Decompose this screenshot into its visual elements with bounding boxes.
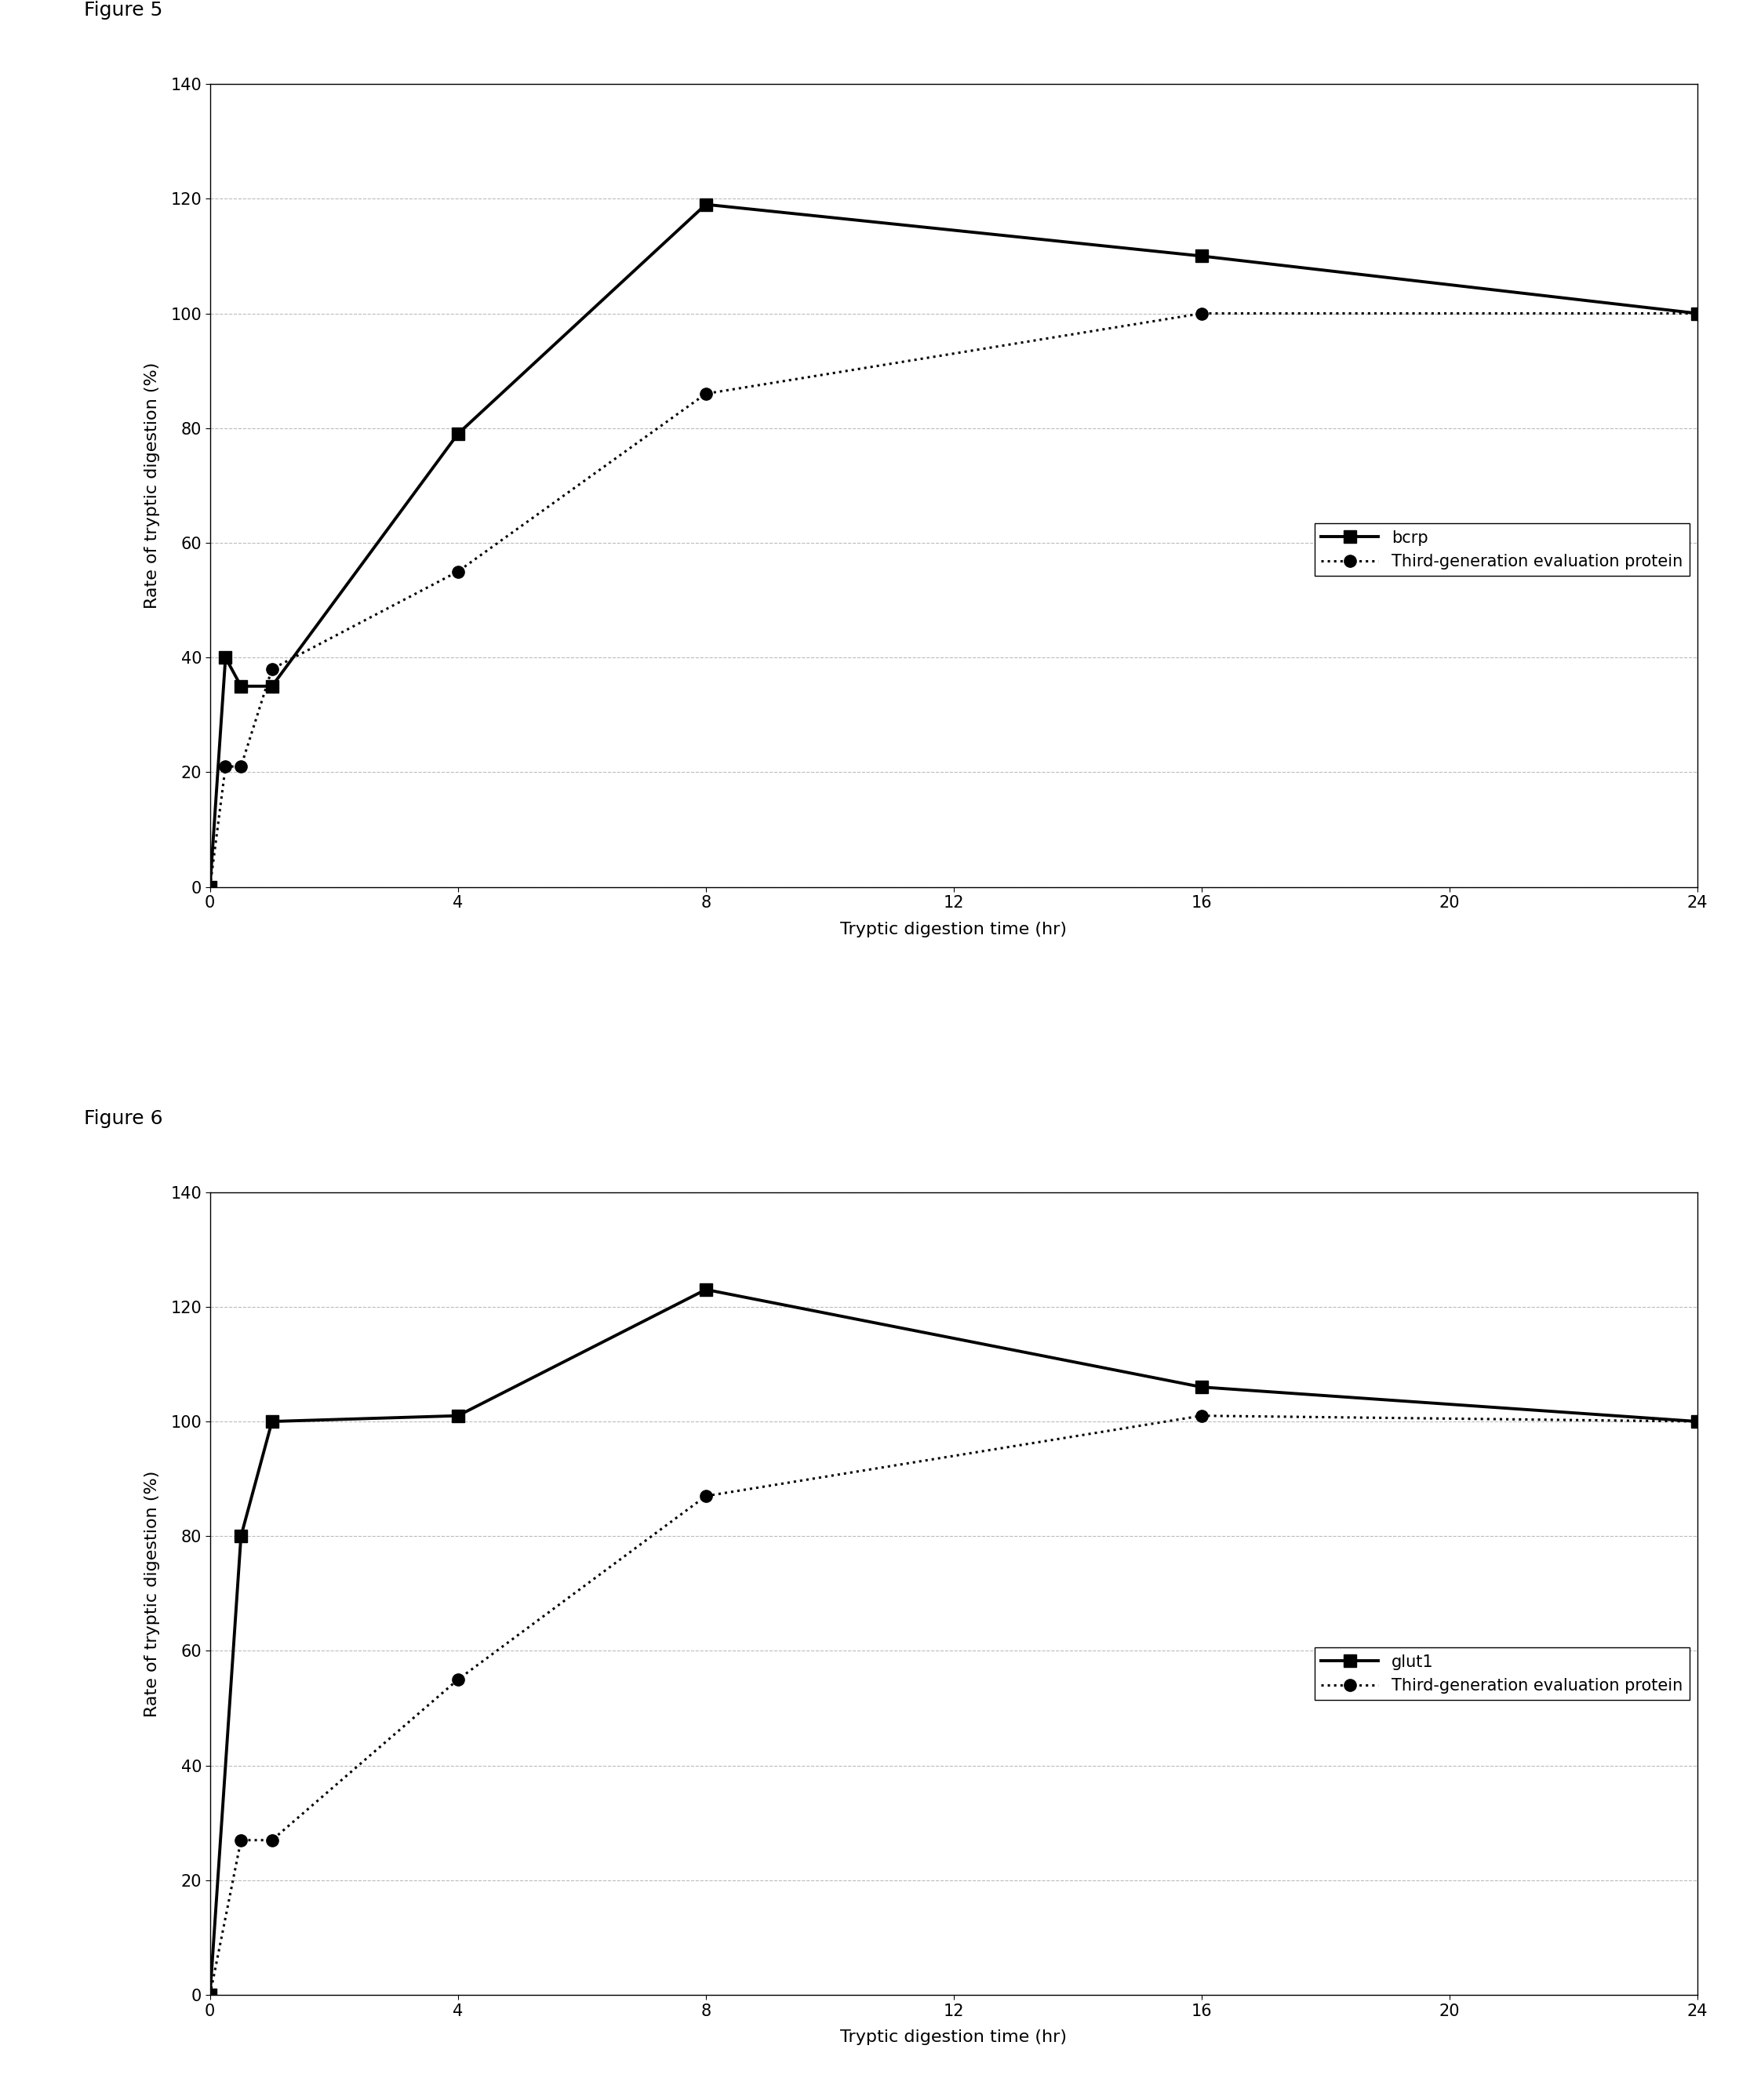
glut1 (448, 1403, 469, 1428)
Third-generation evaluation protein (231, 754, 252, 779)
glut1 (200, 1982, 220, 2008)
glut1 (231, 1525, 252, 1550)
bcrp (1192, 244, 1213, 269)
Third-generation evaluation protein (695, 1483, 716, 1508)
bcrp (1687, 300, 1708, 326)
glut1 (695, 1277, 716, 1302)
Y-axis label: Rate of tryptic digestion (%): Rate of tryptic digestion (%) (144, 1470, 159, 1718)
Third-generation evaluation protein (1687, 1409, 1708, 1434)
bcrp (448, 422, 469, 447)
bcrp (261, 674, 282, 699)
Line: Third-generation evaluation protein: Third-generation evaluation protein (205, 1409, 1703, 2001)
Third-generation evaluation protein (231, 1827, 252, 1852)
glut1 (1687, 1409, 1708, 1434)
glut1 (1192, 1376, 1213, 1401)
X-axis label: Tryptic digestion time (hr): Tryptic digestion time (hr) (840, 922, 1067, 937)
Text: Figure 6: Figure 6 (84, 1109, 163, 1128)
Line: Third-generation evaluation protein: Third-generation evaluation protein (205, 307, 1703, 892)
Legend: bcrp, Third-generation evaluation protein: bcrp, Third-generation evaluation protei… (1314, 523, 1689, 575)
X-axis label: Tryptic digestion time (hr): Tryptic digestion time (hr) (840, 2031, 1067, 2045)
Legend: glut1, Third-generation evaluation protein: glut1, Third-generation evaluation prote… (1314, 1648, 1689, 1701)
Text: Figure 5: Figure 5 (84, 0, 163, 19)
Third-generation evaluation protein (448, 1667, 469, 1693)
Third-generation evaluation protein (200, 874, 220, 899)
Third-generation evaluation protein (1192, 300, 1213, 326)
bcrp (200, 874, 220, 899)
Third-generation evaluation protein (200, 1982, 220, 2008)
Third-generation evaluation protein (1687, 300, 1708, 326)
Third-generation evaluation protein (695, 380, 716, 405)
Line: glut1: glut1 (205, 1283, 1703, 2001)
Y-axis label: Rate of tryptic digestion (%): Rate of tryptic digestion (%) (144, 361, 159, 609)
Third-generation evaluation protein (1192, 1403, 1213, 1428)
Third-generation evaluation protein (448, 559, 469, 584)
Line: bcrp: bcrp (205, 197, 1703, 892)
bcrp (695, 191, 716, 216)
Third-generation evaluation protein (261, 657, 282, 682)
Third-generation evaluation protein (261, 1827, 282, 1852)
bcrp (215, 645, 236, 670)
Third-generation evaluation protein (215, 754, 236, 779)
bcrp (231, 674, 252, 699)
glut1 (261, 1409, 282, 1434)
